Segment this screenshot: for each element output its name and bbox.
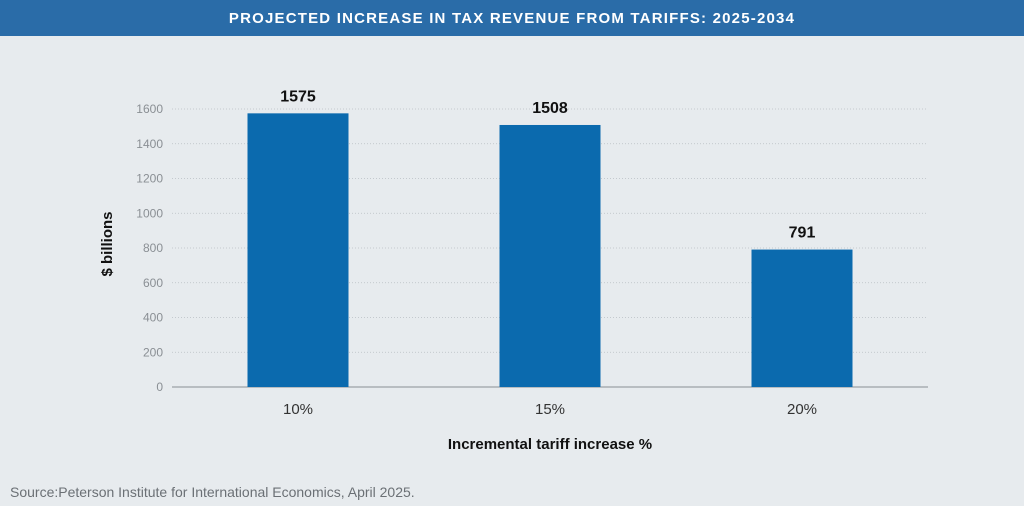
y-tick-label: 400 — [143, 311, 163, 325]
x-tick-label: 15% — [535, 401, 565, 418]
bar-value-label: 791 — [789, 225, 816, 242]
source-note: Source:Peterson Institute for Internatio… — [10, 484, 415, 500]
bar — [751, 249, 853, 387]
y-tick-label: 1600 — [136, 102, 163, 116]
bar-value-label: 1575 — [280, 88, 316, 105]
y-tick-label: 1400 — [136, 137, 163, 151]
bar-value-label: 1508 — [532, 100, 568, 117]
x-axis-title: Incremental tariff increase % — [448, 436, 652, 453]
x-tick-label: 10% — [283, 401, 313, 418]
y-tick-label: 200 — [143, 345, 163, 359]
bar — [247, 113, 349, 387]
y-tick-label: 600 — [143, 276, 163, 290]
x-tick-label: 20% — [787, 401, 817, 418]
bar — [499, 124, 601, 388]
y-tick-label: 1000 — [136, 206, 163, 220]
y-tick-label: 800 — [143, 241, 163, 255]
y-axis-title: $ billions — [99, 211, 116, 276]
y-tick-label: 0 — [156, 380, 163, 394]
chart-title: PROJECTED INCREASE IN TAX REVENUE FROM T… — [228, 9, 796, 27]
chart-title-bar: PROJECTED INCREASE IN TAX REVENUE FROM T… — [0, 0, 1024, 36]
y-tick-label: 1200 — [136, 172, 163, 186]
